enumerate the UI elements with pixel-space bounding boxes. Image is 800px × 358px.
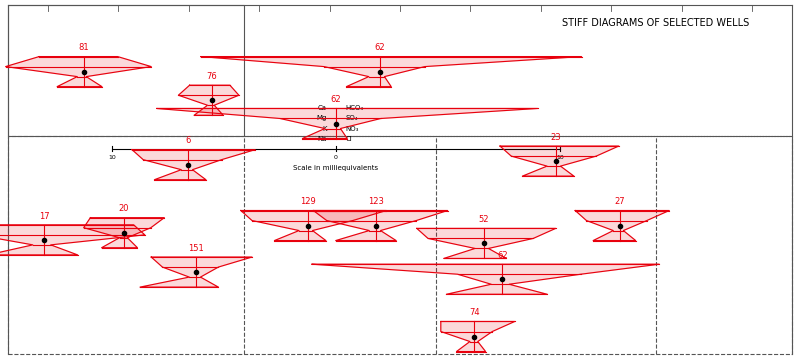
Polygon shape — [0, 225, 145, 255]
Text: 62: 62 — [374, 43, 386, 52]
Text: 23: 23 — [550, 133, 562, 142]
Text: NO₃: NO₃ — [346, 126, 359, 131]
Polygon shape — [157, 108, 538, 139]
Polygon shape — [241, 211, 386, 241]
Polygon shape — [441, 321, 514, 352]
Polygon shape — [312, 264, 659, 294]
Text: SO₄: SO₄ — [346, 116, 358, 121]
Text: 10: 10 — [556, 155, 564, 160]
Polygon shape — [201, 57, 582, 87]
Text: 123: 123 — [368, 197, 384, 206]
Polygon shape — [140, 257, 252, 287]
Text: Cl: Cl — [346, 136, 352, 141]
Polygon shape — [500, 146, 618, 176]
Polygon shape — [314, 211, 448, 241]
Text: Ca: Ca — [318, 106, 326, 111]
Text: HCO₃: HCO₃ — [346, 106, 364, 111]
Polygon shape — [178, 85, 239, 115]
Text: 81: 81 — [78, 43, 90, 52]
Text: Na: Na — [317, 136, 326, 141]
Polygon shape — [417, 228, 556, 258]
Text: 10: 10 — [108, 155, 116, 160]
Text: Scale in milliequivalents: Scale in milliequivalents — [294, 165, 378, 171]
Text: K: K — [322, 126, 326, 131]
Polygon shape — [84, 218, 164, 248]
Text: STIFF DIAGRAMS OF SELECTED WELLS: STIFF DIAGRAMS OF SELECTED WELLS — [562, 18, 750, 28]
Polygon shape — [132, 150, 255, 180]
Text: 129: 129 — [300, 197, 316, 206]
Polygon shape — [575, 211, 670, 241]
Text: 52: 52 — [478, 215, 490, 224]
Text: 0: 0 — [334, 155, 338, 160]
Text: 17: 17 — [38, 212, 50, 221]
Text: 74: 74 — [469, 308, 480, 317]
Text: 62: 62 — [330, 95, 342, 104]
Text: 27: 27 — [614, 197, 626, 206]
Text: 62: 62 — [497, 251, 508, 260]
Text: 151: 151 — [188, 244, 204, 253]
Text: 76: 76 — [206, 72, 218, 81]
Text: 6: 6 — [186, 136, 190, 145]
Text: 20: 20 — [118, 204, 130, 213]
Text: Mg: Mg — [316, 116, 326, 121]
Polygon shape — [6, 57, 151, 87]
